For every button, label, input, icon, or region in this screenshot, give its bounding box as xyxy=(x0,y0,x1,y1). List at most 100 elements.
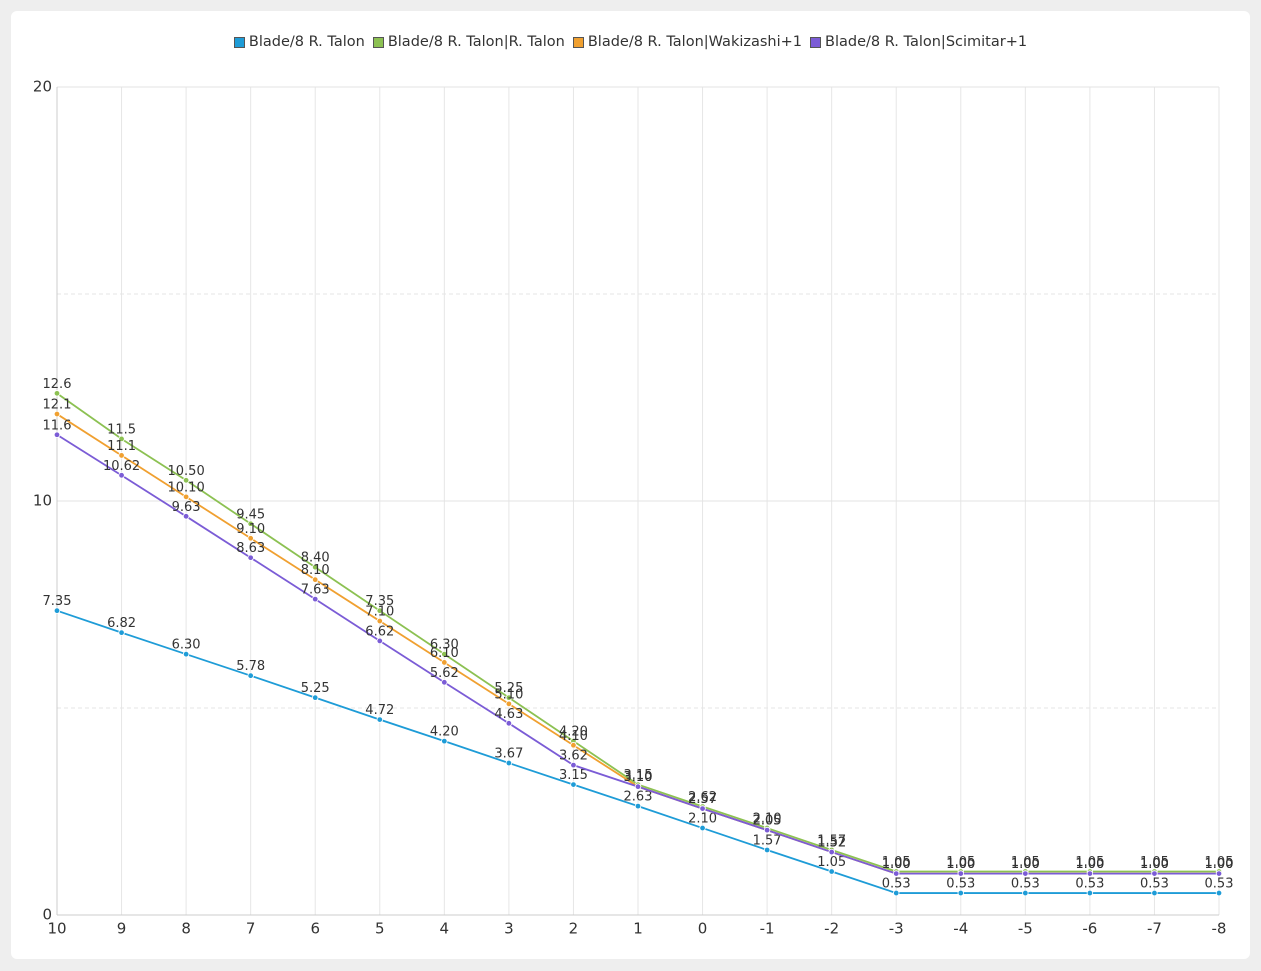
data-point xyxy=(634,802,642,810)
legend-swatch xyxy=(810,36,822,48)
data-label: 6.30 xyxy=(172,638,201,653)
data-point xyxy=(118,435,125,443)
data-label: 6.62 xyxy=(365,624,394,639)
x-tick-label: -3 xyxy=(889,920,904,938)
data-point xyxy=(247,535,254,542)
data-label: 1.52 xyxy=(817,836,846,851)
data-label: 5.25 xyxy=(494,681,523,696)
y-tick-label: 0 xyxy=(42,906,52,924)
data-point xyxy=(376,637,383,645)
data-point xyxy=(1151,889,1158,897)
card xyxy=(11,11,1250,959)
data-label: 1.57 xyxy=(817,834,846,849)
data-point xyxy=(247,554,254,561)
data-label: 9.63 xyxy=(172,500,201,515)
data-label: 10.62 xyxy=(103,459,140,474)
data-label: 3.67 xyxy=(494,747,523,762)
data-point xyxy=(634,783,642,790)
x-tick-label: 10 xyxy=(47,920,66,938)
data-point xyxy=(53,410,61,418)
data-point xyxy=(441,650,448,658)
x-tick-label: 9 xyxy=(117,920,127,938)
data-label: 12.1 xyxy=(43,398,72,413)
data-label: 7.10 xyxy=(365,605,394,620)
data-label: 5.10 xyxy=(494,687,523,702)
x-tick-label: -7 xyxy=(1147,920,1162,938)
legend-item[interactable]: Blade/8 R. Talon xyxy=(233,34,365,50)
data-label: 1.00 xyxy=(1140,857,1169,872)
data-point xyxy=(376,607,383,614)
data-point xyxy=(312,576,319,583)
data-point xyxy=(957,889,964,897)
data-label: 3.15 xyxy=(559,768,588,783)
data-label: 1.00 xyxy=(882,857,911,872)
legend-swatch xyxy=(372,36,384,48)
data-point xyxy=(441,659,448,666)
data-label: 2.62 xyxy=(688,790,717,805)
data-point xyxy=(957,870,964,877)
data-label: 1.57 xyxy=(753,834,782,849)
data-label: 0.53 xyxy=(1011,877,1040,892)
legend-item[interactable]: Blade/8 R. Talon|Scimitar+1 xyxy=(810,34,1027,50)
data-point xyxy=(118,472,125,479)
data-point xyxy=(1151,870,1158,877)
data-point xyxy=(699,805,706,812)
data-label: 12.6 xyxy=(43,377,72,392)
data-point xyxy=(312,564,319,571)
data-label: 3.10 xyxy=(624,770,653,785)
x-tick-label: 1 xyxy=(633,920,643,938)
data-point xyxy=(505,720,513,727)
data-point xyxy=(1022,889,1029,897)
data-label: 5.62 xyxy=(430,666,459,681)
x-tick-label: 3 xyxy=(504,920,514,938)
legend-label: Blade/8 R. Talon xyxy=(248,34,365,50)
data-point xyxy=(1215,889,1223,897)
x-tick-label: -2 xyxy=(824,920,839,938)
data-label: 6.82 xyxy=(107,616,136,631)
data-label: 0.53 xyxy=(946,877,975,892)
data-point xyxy=(763,846,771,854)
data-label: 1.00 xyxy=(946,857,975,872)
data-label: 1.00 xyxy=(1011,857,1040,872)
data-label: 1.00 xyxy=(1011,857,1040,872)
data-point xyxy=(376,617,383,625)
data-label: 1.05 xyxy=(1205,855,1234,870)
data-point xyxy=(53,431,61,438)
legend-swatch xyxy=(233,36,245,48)
data-label: 0.53 xyxy=(882,877,911,892)
y-tick-label: 20 xyxy=(33,78,52,96)
data-label: 10.50 xyxy=(168,464,205,479)
x-tick-label: -5 xyxy=(1018,920,1033,938)
x-tick-label: 7 xyxy=(246,920,256,938)
data-label: 0.53 xyxy=(1140,877,1169,892)
data-label: 2.05 xyxy=(753,814,782,829)
data-label: 1.00 xyxy=(882,857,911,872)
legend-item[interactable]: Blade/8 R. Talon|Wakizashi+1 xyxy=(572,34,802,50)
data-label: 1.00 xyxy=(1140,857,1169,872)
data-point xyxy=(1022,870,1029,877)
data-point xyxy=(570,742,577,749)
data-label: 4.20 xyxy=(430,725,459,740)
data-point xyxy=(182,513,190,520)
data-point xyxy=(182,650,190,658)
data-point xyxy=(376,716,383,723)
data-label: 1.00 xyxy=(1205,857,1234,872)
data-label: 8.10 xyxy=(301,563,330,578)
y-tick-label: 10 xyxy=(33,492,52,510)
data-point xyxy=(1215,870,1223,877)
data-point xyxy=(763,826,771,834)
data-point xyxy=(53,607,61,614)
data-point xyxy=(1086,889,1094,897)
data-point xyxy=(441,679,448,686)
legend-item[interactable]: Blade/8 R. Talon|R. Talon xyxy=(372,34,565,50)
data-label: 11.1 xyxy=(107,439,136,454)
data-point xyxy=(182,493,190,501)
data-label: 3.62 xyxy=(559,749,588,764)
x-tick-label: 5 xyxy=(375,920,385,938)
data-label: 10.10 xyxy=(168,480,205,495)
data-label: 1.05 xyxy=(946,855,975,870)
legend-label: Blade/8 R. Talon|R. Talon xyxy=(387,34,565,50)
data-point xyxy=(1086,870,1094,877)
data-label: 9.45 xyxy=(236,507,265,522)
